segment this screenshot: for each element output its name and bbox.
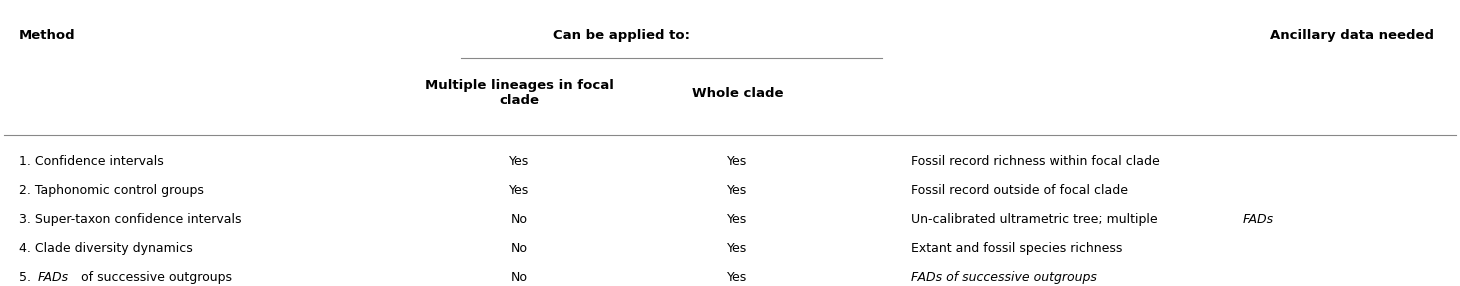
Text: of successive outgroups: of successive outgroups bbox=[77, 271, 232, 283]
Text: Yes: Yes bbox=[510, 155, 530, 168]
Text: Multiple lineages in focal
clade: Multiple lineages in focal clade bbox=[425, 80, 615, 107]
Text: Yes: Yes bbox=[727, 242, 748, 255]
Text: Fossil record outside of focal clade: Fossil record outside of focal clade bbox=[911, 184, 1129, 197]
Text: Yes: Yes bbox=[727, 271, 748, 283]
Text: No: No bbox=[511, 213, 529, 226]
Text: Method: Method bbox=[19, 29, 76, 42]
Text: Yes: Yes bbox=[510, 184, 530, 197]
Text: FADs of successive outgroups: FADs of successive outgroups bbox=[911, 271, 1098, 283]
Text: Yes: Yes bbox=[727, 155, 748, 168]
Text: 4. Clade diversity dynamics: 4. Clade diversity dynamics bbox=[19, 242, 193, 255]
Text: Fossil record richness within focal clade: Fossil record richness within focal clad… bbox=[911, 155, 1161, 168]
Text: 5.: 5. bbox=[19, 271, 35, 283]
Text: Whole clade: Whole clade bbox=[692, 87, 783, 100]
Text: Ancillary data needed: Ancillary data needed bbox=[1270, 29, 1434, 42]
Text: FADs: FADs bbox=[1242, 213, 1273, 226]
Text: No: No bbox=[511, 271, 529, 283]
Text: FADs: FADs bbox=[38, 271, 69, 283]
Text: Can be applied to:: Can be applied to: bbox=[553, 29, 689, 42]
Text: Yes: Yes bbox=[727, 213, 748, 226]
Text: 2. Taphonomic control groups: 2. Taphonomic control groups bbox=[19, 184, 203, 197]
Text: No: No bbox=[511, 242, 529, 255]
Text: 1. Confidence intervals: 1. Confidence intervals bbox=[19, 155, 164, 168]
Text: Yes: Yes bbox=[727, 184, 748, 197]
Text: Un-calibrated ultrametric tree; multiple: Un-calibrated ultrametric tree; multiple bbox=[911, 213, 1162, 226]
Text: 3. Super-taxon confidence intervals: 3. Super-taxon confidence intervals bbox=[19, 213, 241, 226]
Text: Extant and fossil species richness: Extant and fossil species richness bbox=[911, 242, 1123, 255]
